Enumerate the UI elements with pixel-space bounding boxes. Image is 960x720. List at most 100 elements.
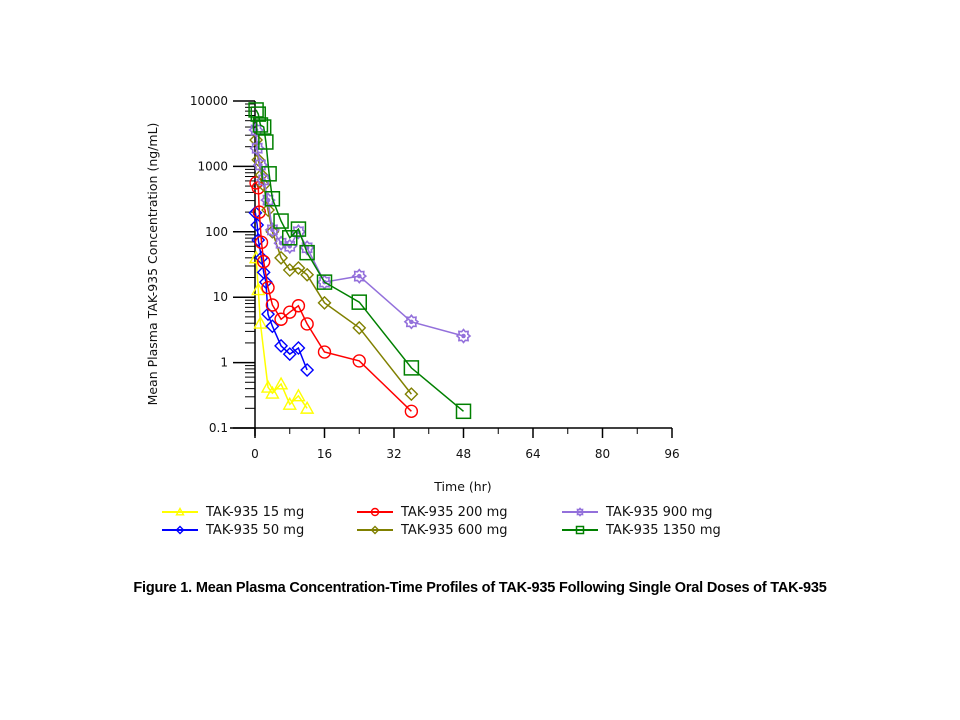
series-tak-935-15-mg bbox=[248, 250, 315, 414]
series-tak-935-600-mg bbox=[249, 133, 419, 402]
marker-outline bbox=[403, 314, 420, 330]
data-point bbox=[254, 235, 269, 250]
marker-outline bbox=[260, 192, 276, 208]
legend-label: TAK-935 600 mg bbox=[401, 522, 508, 538]
series-line bbox=[255, 139, 412, 395]
data-point bbox=[283, 305, 297, 319]
data-point bbox=[300, 363, 315, 378]
data-point bbox=[299, 244, 315, 261]
data-point bbox=[255, 119, 272, 135]
figure-caption: Figure 1. Mean Plasma Concentration-Time… bbox=[133, 580, 827, 596]
x-tick-label: 48 bbox=[456, 447, 471, 461]
data-point bbox=[260, 379, 276, 393]
x-axis-title: Time (hr) bbox=[433, 479, 491, 494]
data-point bbox=[352, 320, 367, 335]
data-point bbox=[273, 376, 289, 390]
marker-outline bbox=[575, 507, 585, 517]
data-point bbox=[274, 312, 288, 326]
data-point bbox=[248, 102, 264, 118]
legend-label: TAK-935 1350 mg bbox=[606, 522, 721, 538]
series-line bbox=[255, 109, 464, 412]
data-point bbox=[265, 385, 280, 399]
marker-outline bbox=[255, 172, 272, 188]
marker-center bbox=[461, 333, 466, 339]
marker-outline bbox=[249, 140, 265, 156]
data-point bbox=[404, 404, 419, 419]
legend-marker bbox=[575, 507, 585, 517]
data-point bbox=[274, 250, 289, 265]
data-point bbox=[403, 360, 420, 376]
legend-swatch bbox=[162, 525, 198, 535]
data-point bbox=[291, 341, 306, 356]
y-tick-label: 0.1 bbox=[209, 421, 228, 435]
legend-item: TAK-935 50 mg bbox=[162, 521, 304, 539]
data-point bbox=[261, 307, 276, 322]
data-point bbox=[252, 117, 269, 133]
x-tick-label: 0 bbox=[251, 447, 259, 461]
data-point bbox=[261, 166, 277, 182]
data-point bbox=[261, 280, 275, 295]
data-point bbox=[291, 388, 306, 402]
marker-outline bbox=[264, 222, 281, 238]
data-point bbox=[251, 152, 266, 167]
marker-center bbox=[356, 273, 362, 279]
data-point bbox=[300, 317, 314, 331]
legend-label: TAK-935 200 mg bbox=[401, 504, 508, 520]
legend-label: TAK-935 15 mg bbox=[206, 504, 305, 520]
x-tick-label: 64 bbox=[525, 447, 540, 461]
series-tak-935-1350-mg bbox=[248, 102, 472, 420]
y-tick-label: 1 bbox=[220, 356, 228, 370]
marker-outline bbox=[282, 238, 298, 255]
data-point bbox=[455, 328, 472, 344]
legend-item: TAK-935 200 mg bbox=[357, 503, 507, 521]
data-point bbox=[403, 314, 420, 330]
legend-marker bbox=[370, 507, 380, 517]
data-point bbox=[253, 315, 268, 329]
data-point bbox=[282, 230, 298, 246]
data-point bbox=[260, 192, 276, 208]
x-tick-label: 80 bbox=[595, 447, 610, 461]
legend-item: TAK-935 900 mg bbox=[562, 503, 712, 521]
x-tick-label: 96 bbox=[664, 447, 679, 461]
y-axis-title: Mean Plasma TAK-935 Concentration (ng/mL… bbox=[145, 123, 160, 406]
data-point bbox=[317, 295, 332, 310]
y-tick-label: 1000 bbox=[197, 159, 228, 173]
x-tick-label: 16 bbox=[317, 447, 332, 461]
y-tick-label: 10 bbox=[213, 290, 228, 304]
legend-item: TAK-935 600 mg bbox=[357, 521, 507, 539]
y-tick-label: 10000 bbox=[190, 94, 228, 108]
legend-marker bbox=[575, 525, 585, 535]
data-point bbox=[251, 282, 266, 296]
legend: TAK-935 15 mg TAK-935 200 mg TAK-935 900 m… bbox=[162, 503, 762, 543]
legend-swatch bbox=[357, 525, 393, 535]
legend-marker bbox=[175, 507, 185, 516]
marker-outline bbox=[252, 157, 269, 173]
x-tick-label: 32 bbox=[386, 447, 401, 461]
legend-swatch bbox=[162, 507, 198, 516]
legend-marker bbox=[370, 525, 380, 535]
data-point bbox=[299, 400, 315, 414]
data-point bbox=[282, 396, 297, 410]
series-line bbox=[255, 257, 308, 409]
legend-item: TAK-935 1350 mg bbox=[562, 521, 721, 539]
data-point bbox=[316, 274, 333, 290]
data-point bbox=[251, 232, 266, 247]
legend-marker bbox=[175, 525, 185, 535]
marker-center bbox=[409, 319, 414, 325]
data-point bbox=[351, 294, 367, 310]
legend-swatch bbox=[357, 507, 393, 517]
marker-center bbox=[265, 197, 271, 203]
data-point bbox=[455, 403, 472, 420]
marker-outline bbox=[351, 268, 368, 284]
data-point bbox=[282, 263, 297, 278]
legend-label: TAK-935 900 mg bbox=[606, 504, 713, 520]
data-point bbox=[258, 134, 274, 150]
marker-center bbox=[578, 510, 582, 514]
legend-swatch bbox=[562, 507, 598, 517]
data-point bbox=[256, 254, 271, 269]
data-point bbox=[261, 203, 276, 218]
legend-item: TAK-935 15 mg bbox=[162, 503, 304, 521]
data-point bbox=[273, 213, 289, 229]
legend-label: TAK-935 50 mg bbox=[206, 522, 305, 538]
